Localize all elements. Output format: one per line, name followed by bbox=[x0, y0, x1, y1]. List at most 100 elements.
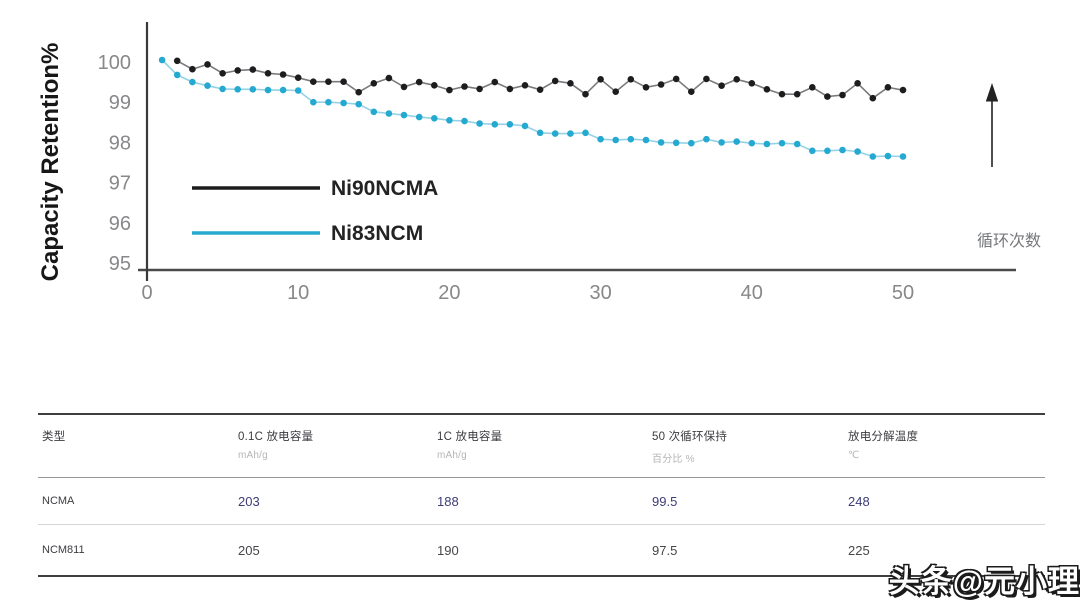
data-point-ni90ncma bbox=[793, 90, 801, 98]
data-point-ni90ncma bbox=[809, 84, 816, 91]
data-point-ni90ncma bbox=[264, 70, 272, 77]
capacity-retention-chart: 100 99 98 97 96 95 0 10 20 30 40 50 Capacity Retenti… bbox=[37, 22, 1041, 304]
data-point-ni90ncma bbox=[340, 78, 347, 85]
data-point-ni83ncm bbox=[415, 113, 423, 121]
data-point-ni83ncm bbox=[279, 86, 287, 94]
data-point-ni83ncm bbox=[536, 129, 544, 137]
data-point-ni90ncma bbox=[294, 74, 302, 81]
data-point-ni90ncma bbox=[884, 84, 892, 91]
data-point-ni83ncm bbox=[340, 99, 347, 107]
table-header-cell: 50 次循环保持 百分比 % bbox=[652, 428, 848, 465]
data-point-ni90ncma bbox=[325, 78, 332, 85]
data-point-ni83ncm bbox=[824, 147, 831, 155]
data-point-ni90ncma bbox=[642, 84, 650, 91]
data-point-ni83ncm bbox=[506, 121, 514, 128]
data-point-ni90ncma bbox=[839, 91, 846, 99]
table-header-row: 类型 0.1C 放电容量 mAh/g 1C 放电容量 mAh/g 50 次循环保持 百分比 … bbox=[38, 415, 1045, 478]
x-tick-label: 50 bbox=[892, 282, 914, 304]
data-point-ni90ncma bbox=[400, 83, 408, 91]
data-point-ni83ncm bbox=[325, 98, 332, 106]
row-value-cell: 188 bbox=[437, 493, 459, 509]
data-point-ni90ncma bbox=[431, 82, 438, 89]
data-point-ni83ncm bbox=[899, 153, 907, 160]
data-point-ni83ncm bbox=[521, 122, 529, 130]
legend-label: Ni83NCM bbox=[331, 222, 423, 245]
table-row: NCM811 205 190 97.5 225 bbox=[38, 525, 1045, 575]
table-header-cell: 类型 bbox=[42, 428, 238, 465]
table-row: NCMA 203 188 99.5 248 bbox=[38, 478, 1045, 525]
data-point-ni90ncma bbox=[521, 82, 529, 89]
data-point-ni83ncm bbox=[854, 148, 861, 155]
data-point-ni90ncma bbox=[672, 75, 680, 83]
column-label: 50 次循环保持 bbox=[652, 431, 728, 443]
data-point-ni83ncm bbox=[173, 71, 181, 79]
data-point-ni83ncm bbox=[778, 139, 786, 147]
x-axis-title: 循环次数 bbox=[977, 232, 1041, 250]
y-tick-label: 100 bbox=[98, 52, 131, 74]
y-tick-label: 97 bbox=[109, 173, 131, 195]
watermark: 头条@元小理 bbox=[888, 564, 1080, 599]
data-point-ni83ncm bbox=[476, 120, 483, 127]
data-point-ni90ncma bbox=[703, 75, 710, 83]
row-value-cell: 203 bbox=[238, 493, 260, 509]
row-value-cell: 205 bbox=[238, 542, 260, 558]
data-point-ni90ncma bbox=[249, 66, 257, 73]
y-tick-label: 96 bbox=[109, 213, 131, 235]
data-point-ni83ncm bbox=[294, 87, 302, 94]
row-value-cell: 99.5 bbox=[652, 493, 678, 509]
column-unit: ℃ bbox=[848, 450, 860, 461]
data-point-ni90ncma bbox=[688, 88, 695, 95]
data-point-ni90ncma bbox=[506, 85, 514, 93]
data-point-ni83ncm bbox=[763, 140, 771, 148]
data-point-ni83ncm bbox=[461, 117, 468, 125]
data-point-ni83ncm bbox=[491, 121, 499, 128]
table-header-cell: 0.1C 放电容量 mAh/g bbox=[238, 428, 437, 465]
data-point-ni83ncm bbox=[158, 56, 166, 64]
data-point-ni90ncma bbox=[204, 61, 211, 68]
data-point-ni90ncma bbox=[733, 76, 740, 83]
spec-table: 类型 0.1C 放电容量 mAh/g 1C 放电容量 mAh/g 50 次循环保持 百分比 … bbox=[38, 413, 1045, 577]
data-point-ni90ncma bbox=[491, 78, 499, 86]
data-point-ni90ncma bbox=[899, 86, 907, 94]
data-point-ni90ncma bbox=[612, 88, 619, 95]
data-point-ni83ncm bbox=[703, 135, 710, 143]
data-point-ni83ncm bbox=[446, 117, 453, 124]
data-point-ni83ncm bbox=[718, 139, 725, 146]
data-point-ni83ncm bbox=[310, 98, 317, 106]
data-point-ni90ncma bbox=[551, 77, 559, 85]
data-point-ni83ncm bbox=[582, 129, 589, 137]
data-point-ni90ncma bbox=[582, 90, 589, 98]
data-point-ni83ncm bbox=[400, 111, 408, 119]
data-point-ni83ncm bbox=[597, 135, 604, 143]
row-value-cell: 248 bbox=[848, 493, 870, 509]
data-point-ni90ncma bbox=[476, 85, 483, 93]
column-label: 放电分解温度 bbox=[848, 431, 919, 443]
data-point-ni83ncm bbox=[793, 140, 801, 148]
x-tick-label: 30 bbox=[589, 282, 611, 304]
column-unit: mAh/g bbox=[437, 450, 467, 461]
data-point-ni83ncm bbox=[688, 139, 695, 147]
y-tick-label: 98 bbox=[109, 132, 131, 154]
column-label: 1C 放电容量 bbox=[437, 431, 503, 443]
data-point-ni90ncma bbox=[718, 82, 725, 89]
data-point-ni83ncm bbox=[612, 136, 619, 144]
data-point-ni83ncm bbox=[748, 139, 756, 147]
column-label: 0.1C 放电容量 bbox=[238, 431, 314, 443]
data-point-ni90ncma bbox=[763, 86, 771, 93]
data-point-ni83ncm bbox=[839, 146, 846, 154]
data-point-ni90ncma bbox=[219, 70, 226, 77]
data-point-ni83ncm bbox=[884, 152, 892, 160]
data-point-ni83ncm bbox=[431, 115, 438, 122]
data-point-ni83ncm bbox=[809, 147, 816, 155]
data-point-ni90ncma bbox=[461, 83, 468, 90]
data-point-ni83ncm bbox=[219, 85, 226, 93]
data-point-ni83ncm bbox=[657, 139, 665, 146]
x-tick-label: 20 bbox=[438, 282, 460, 304]
data-point-ni83ncm bbox=[355, 100, 363, 108]
data-point-ni90ncma bbox=[415, 78, 423, 86]
data-point-ni83ncm bbox=[204, 82, 211, 89]
data-point-ni90ncma bbox=[279, 71, 287, 78]
data-point-ni90ncma bbox=[869, 94, 877, 102]
data-point-ni83ncm bbox=[385, 110, 393, 117]
x-tick-label: 40 bbox=[741, 282, 763, 304]
